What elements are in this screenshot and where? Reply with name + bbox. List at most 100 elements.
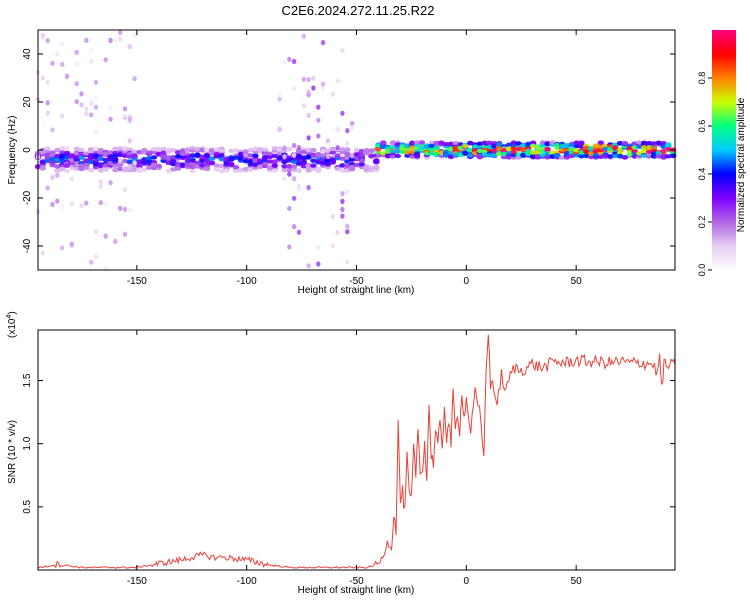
spectrogram-cell [496, 141, 503, 147]
snr-scale-label: (x104) [6, 311, 18, 338]
spectrogram-cell [345, 128, 350, 134]
spectrogram-cell [340, 48, 345, 54]
spectrogram-cell [131, 149, 138, 154]
spectrogram-cell [345, 223, 350, 229]
spectrogram-cell [650, 141, 658, 146]
spectrogram-cell [520, 152, 527, 158]
spectrogram-cell [184, 155, 191, 160]
spectrogram-cell [218, 153, 225, 158]
spectrogram-cell [325, 153, 331, 159]
spectrogram-cell [69, 158, 75, 164]
spectrogram-cell [486, 144, 493, 149]
spectrogram-cell [261, 162, 269, 167]
spectrogram-cell [626, 149, 633, 155]
spectrogram-cell [102, 163, 109, 168]
spectrogram-cell [136, 167, 143, 172]
spectrogram-cell [583, 145, 590, 151]
spectrogram-cell [467, 153, 474, 158]
spectrogram-cell [597, 144, 604, 150]
colorbar-tick-label: 0.6 [697, 120, 707, 133]
spectrogram-cell [98, 184, 104, 190]
spectrogram-cell [340, 110, 345, 116]
spectrogram-cell [471, 148, 479, 153]
spectrogram-cell [315, 153, 322, 158]
spectrogram-cell [291, 86, 297, 92]
spectrogram-cell [93, 129, 99, 135]
spectrogram-cell [505, 155, 513, 160]
spectrogram-cell [394, 153, 401, 159]
spectrogram-cell [141, 157, 148, 162]
spectrogram-cell [118, 205, 123, 211]
spectrogram-cell [568, 153, 575, 159]
spectrogram-cell [165, 149, 172, 154]
spectrogram-cell [380, 151, 387, 156]
spectrogram-cell [208, 148, 216, 153]
spectrogram-cell [373, 160, 380, 165]
spectrogram-cell [79, 91, 84, 97]
spectrogram-cell [74, 81, 79, 87]
spectrogram-cell [59, 158, 66, 163]
spectrogram-cell [389, 141, 397, 146]
spectrogram-cell [616, 140, 624, 146]
spectrogram-cell [340, 206, 345, 213]
spectrogram-cell [74, 61, 79, 67]
spectrogram-cell [438, 140, 445, 145]
spectrogram-cell [330, 214, 335, 220]
spectrogram-cell [324, 162, 332, 167]
spectrogram-y-axis-label: Frequency (Hz) [7, 116, 18, 185]
spectrogram-cell [54, 164, 61, 169]
spectrogram-cell [78, 155, 85, 160]
spectrogram-cell [291, 152, 297, 158]
spectrogram-cell [573, 144, 580, 149]
spectrogram-cell [529, 140, 537, 145]
spectrogram-cell [277, 161, 282, 167]
spectrogram-cell [102, 157, 109, 163]
colorbar-ticks: 0.0 0.2 0.4 0.6 0.8 [697, 72, 712, 276]
spectrogram-cell [330, 243, 335, 249]
spectrogram-cell [447, 147, 455, 152]
spectrogram-cell [353, 162, 361, 168]
spectrogram-cell [301, 103, 306, 109]
spectrogram-cell [218, 156, 225, 162]
spectrogram-cell [127, 207, 132, 213]
spectrogram-cell [515, 141, 522, 146]
spectrogram-cell [108, 37, 113, 44]
spectrogram-cell [380, 140, 387, 145]
spectrogram-cell [612, 145, 619, 150]
spectrogram-cell [423, 151, 430, 156]
spectrogram-cell [276, 150, 283, 156]
spectrogram-cell [418, 140, 426, 145]
spectrogram-cell [107, 155, 114, 160]
spectrogram-cell [39, 160, 46, 165]
spectrogram-cell [305, 147, 312, 152]
spectrogram-cell [462, 150, 469, 155]
spectrogram-cell [107, 150, 114, 155]
spectrogram-cell [394, 142, 401, 147]
spectrogram-cell [626, 145, 633, 151]
spectrogram-cell [174, 154, 182, 159]
colorbar-tick-label: 0.2 [697, 216, 707, 229]
spectrogram-cell [69, 201, 75, 207]
spectrogram-cell [170, 158, 177, 163]
spectrogram-cell [160, 155, 167, 160]
spectrogram-cell [660, 141, 667, 146]
spectrogram-cell [287, 171, 292, 177]
spectrogram-cell [344, 151, 351, 156]
spectrogram-cell [73, 161, 80, 166]
spectrogram-cell [496, 151, 503, 156]
spectrogram-cell [291, 142, 297, 149]
spectrogram-cell [271, 163, 278, 168]
spectrogram-cell [340, 213, 345, 219]
spectrogram-cell [127, 138, 132, 144]
spectrogram-cell [335, 145, 340, 151]
spectrogram-cell [63, 155, 71, 160]
spectrogram-cell [63, 168, 71, 174]
spectrogram-cell [645, 140, 653, 146]
spectrogram-cell [291, 224, 297, 230]
spectrogram-cell [78, 163, 85, 169]
spectrogram-cell [300, 156, 307, 161]
spectrogram-cell [344, 168, 351, 173]
spectrogram-cell [55, 172, 60, 178]
spectrogram-cell [510, 140, 517, 145]
